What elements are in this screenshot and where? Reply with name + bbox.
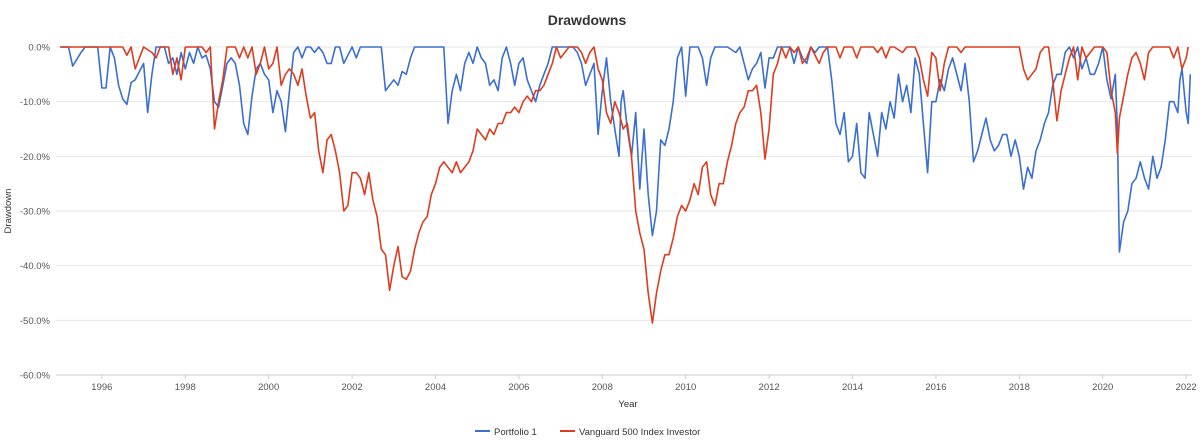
x-tick-label: 2008: [592, 382, 613, 393]
x-tick-label: 2004: [425, 382, 446, 393]
x-tick-label: 2006: [508, 382, 529, 393]
y-tick-label: -30.0%: [20, 207, 51, 218]
x-tick-label: 2014: [842, 382, 863, 393]
axes: 0.0% -10.0% -20.0% -30.0% -40.0% -50.0% -60.0%…: [20, 43, 1197, 394]
x-tick-label: 2016: [925, 382, 946, 393]
y-tick-label: -10.0%: [20, 97, 51, 108]
y-tick-label: -50.0%: [20, 316, 51, 327]
x-tick-label: 2000: [258, 382, 279, 393]
legend-item-vanguard-500[interactable]: Vanguard 500 Index Investor: [560, 427, 700, 438]
portfolio-1-line: [60, 46, 1192, 253]
x-tick-label: 1996: [91, 382, 112, 393]
y-tick-label: -20.0%: [20, 152, 51, 163]
x-tick-label: 2020: [1092, 382, 1113, 393]
x-axis-label: Year: [618, 399, 637, 410]
y-tick-label: 0.0%: [28, 43, 50, 54]
x-tick-label: 2022: [1176, 382, 1197, 393]
chart-title: Drawdowns: [548, 12, 627, 28]
x-tick-label: 2002: [342, 382, 363, 393]
x-tick-label: 2010: [675, 382, 696, 393]
vanguard-500-line: [60, 46, 1189, 324]
legend-label-vanguard-500: Vanguard 500 Index Investor: [579, 427, 700, 438]
series-lines: [60, 46, 1192, 324]
x-tick-label: 2012: [759, 382, 780, 393]
y-tick-label: -60.0%: [20, 371, 51, 382]
x-tick-label: 2018: [1009, 382, 1030, 393]
legend-label-portfolio-1: Portfolio 1: [494, 427, 537, 438]
legend-item-portfolio-1[interactable]: Portfolio 1: [475, 427, 537, 438]
x-tick-label: 1998: [175, 382, 196, 393]
y-axis-label: Drawdown: [3, 189, 14, 234]
y-tick-label: -40.0%: [20, 261, 51, 272]
legend[interactable]: Portfolio 1 Vanguard 500 Index Investor: [475, 427, 700, 438]
